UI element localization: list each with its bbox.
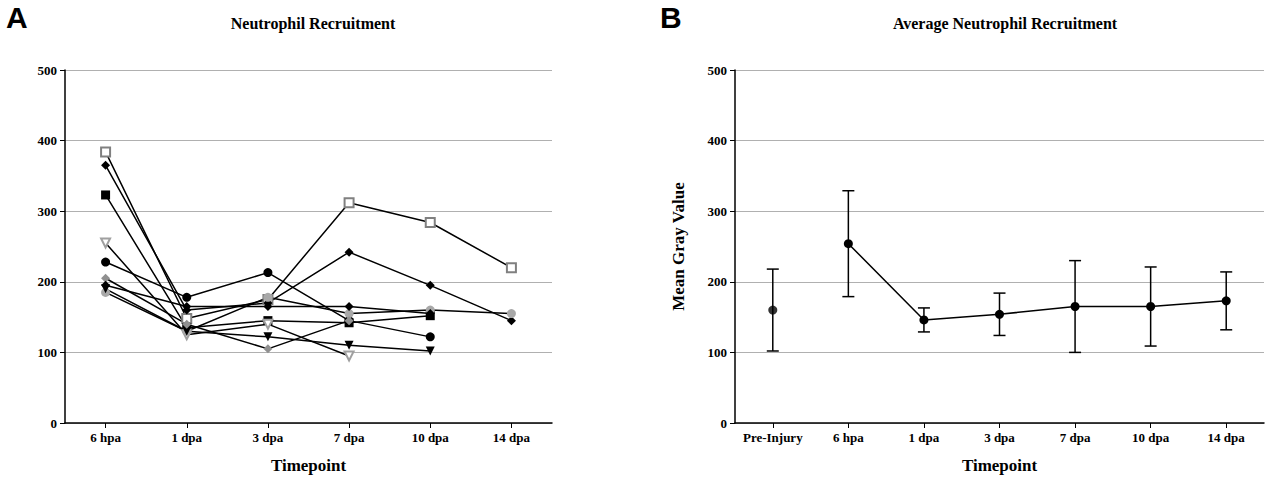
svg-text:14 dpa: 14 dpa [1208, 430, 1246, 445]
svg-text:0: 0 [721, 416, 728, 431]
svg-text:500: 500 [38, 63, 58, 78]
svg-text:100: 100 [38, 345, 58, 360]
svg-text:3 dpa: 3 dpa [984, 430, 1015, 445]
svg-text:B: B [660, 1, 682, 34]
svg-text:7 dpa: 7 dpa [1060, 430, 1091, 445]
svg-text:10 dpa: 10 dpa [412, 430, 450, 445]
svg-text:Mean Gray Value: Mean Gray Value [669, 182, 688, 311]
svg-text:500: 500 [708, 63, 728, 78]
svg-text:300: 300 [38, 204, 58, 219]
svg-text:1 dpa: 1 dpa [171, 430, 202, 445]
svg-text:Average Neutrophil Recruitment: Average Neutrophil Recruitment [893, 15, 1118, 33]
svg-text:300: 300 [708, 204, 728, 219]
svg-text:10 dpa: 10 dpa [1132, 430, 1170, 445]
svg-text:0: 0 [51, 416, 58, 431]
svg-text:Timepoint: Timepoint [962, 456, 1038, 475]
svg-text:1 dpa: 1 dpa [909, 430, 940, 445]
svg-text:Neutrophil Recruitment: Neutrophil Recruitment [231, 15, 396, 33]
svg-text:Timepoint: Timepoint [271, 456, 347, 475]
svg-text:A: A [6, 1, 28, 34]
svg-text:6 hpa: 6 hpa [833, 430, 864, 445]
svg-text:400: 400 [708, 133, 728, 148]
svg-text:7 dpa: 7 dpa [334, 430, 365, 445]
svg-text:Pre-Injury: Pre-Injury [743, 430, 803, 445]
svg-text:400: 400 [38, 133, 58, 148]
svg-text:6 hpa: 6 hpa [90, 430, 121, 445]
svg-text:200: 200 [38, 274, 58, 289]
svg-text:3 dpa: 3 dpa [253, 430, 284, 445]
svg-text:100: 100 [708, 345, 728, 360]
svg-text:200: 200 [708, 274, 728, 289]
svg-text:14 dpa: 14 dpa [493, 430, 531, 445]
